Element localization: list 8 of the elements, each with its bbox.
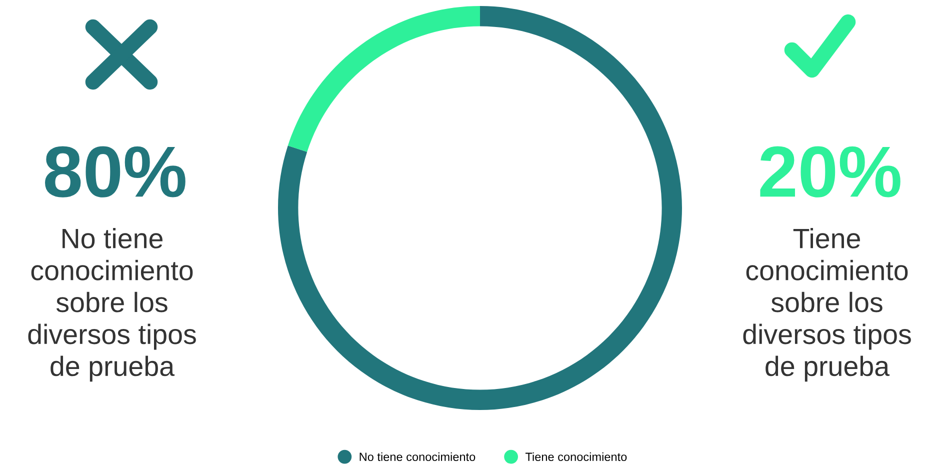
donut-slice [278,6,682,410]
donut-slice [288,6,480,152]
legend-label: Tiene conocimiento [525,452,627,462]
text: 20% [760,146,900,198]
legend-label: No tiene conocimiento [360,452,476,462]
text: No tiene conocimiento sobre los diversos tipos de prueba [28,228,196,382]
text: 80% [45,146,186,198]
text: Tiene conocimiento sobre los diversos tipos de prueba [743,228,911,382]
